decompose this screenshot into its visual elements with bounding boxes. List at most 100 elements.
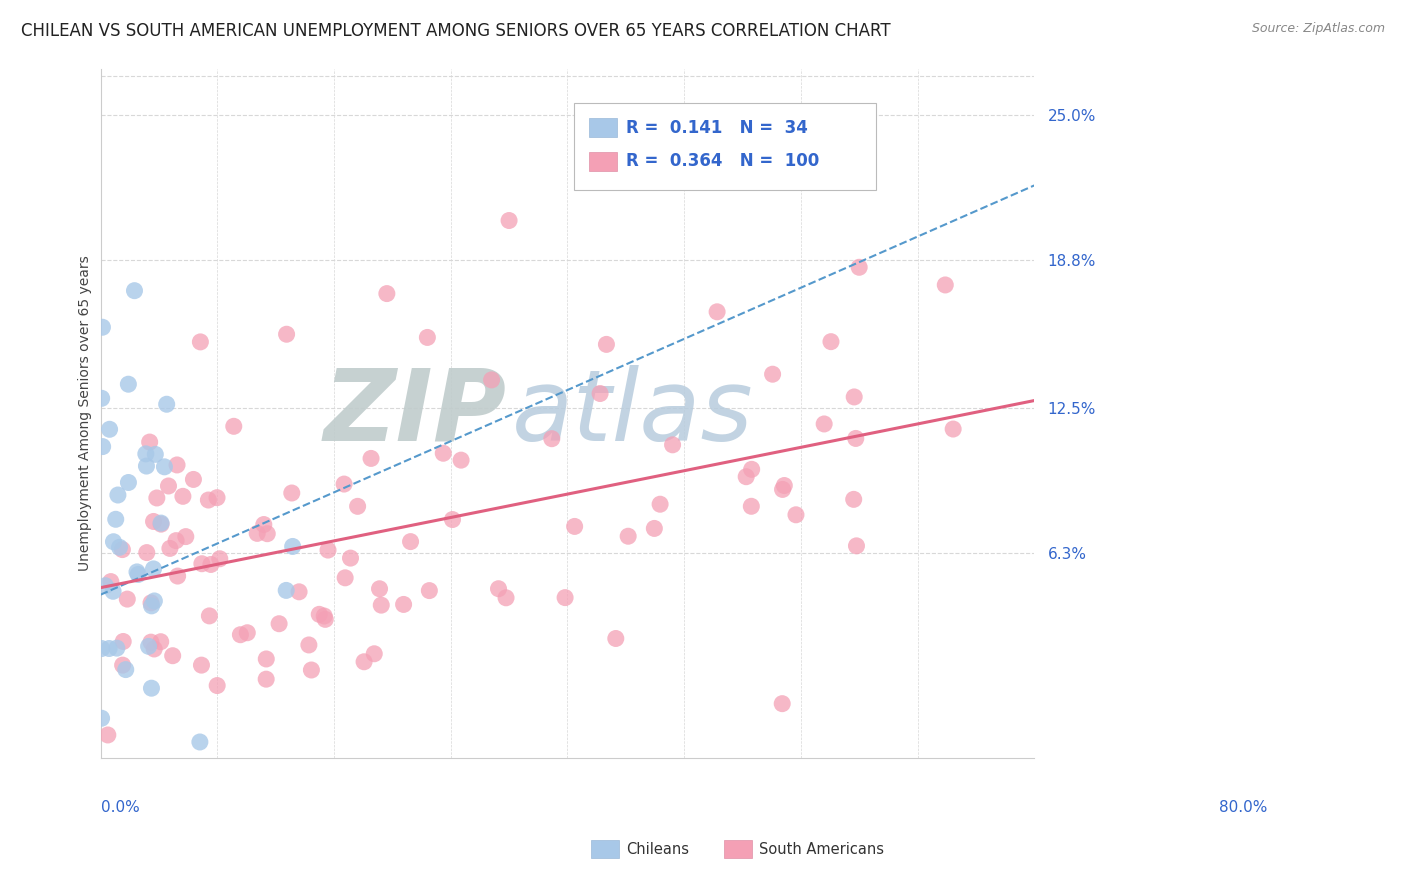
Point <box>107 488 129 502</box>
Point <box>488 582 510 596</box>
Point <box>142 562 165 576</box>
Point <box>399 534 422 549</box>
Point <box>111 658 134 673</box>
Point <box>333 571 356 585</box>
Point <box>298 638 321 652</box>
Point <box>339 551 361 566</box>
Point <box>105 641 128 656</box>
Point <box>127 567 149 582</box>
Point <box>253 517 276 532</box>
Point <box>314 609 336 624</box>
Point <box>117 592 139 607</box>
Point <box>333 477 356 491</box>
Point <box>934 277 956 292</box>
Point <box>138 435 160 450</box>
Point <box>94 579 117 593</box>
Point <box>135 458 157 473</box>
Point <box>166 569 188 583</box>
Point <box>845 539 868 553</box>
Point <box>360 451 382 466</box>
Point <box>648 497 671 511</box>
Point <box>416 330 439 344</box>
Point <box>554 591 576 605</box>
Text: R =  0.141   N =  34: R = 0.141 N = 34 <box>626 119 807 136</box>
Point <box>432 446 454 460</box>
Point <box>256 526 278 541</box>
Point <box>813 417 835 431</box>
Point <box>848 260 870 275</box>
Point <box>108 541 131 555</box>
Point <box>540 432 562 446</box>
Point <box>198 608 221 623</box>
Point <box>661 438 683 452</box>
Point <box>281 540 304 554</box>
Point <box>229 628 252 642</box>
Point <box>773 478 796 492</box>
Text: 80.0%: 80.0% <box>1219 800 1268 814</box>
Point <box>368 582 391 596</box>
Point <box>314 612 336 626</box>
Point <box>845 432 868 446</box>
Point <box>143 447 166 461</box>
Point <box>706 305 728 319</box>
Point <box>842 492 865 507</box>
Point <box>141 599 163 613</box>
Text: Chileans: Chileans <box>626 842 689 856</box>
Point <box>605 632 627 646</box>
Point <box>150 517 173 532</box>
Point <box>188 735 211 749</box>
Point <box>114 663 136 677</box>
Point <box>772 483 794 497</box>
Point <box>269 616 291 631</box>
Point <box>97 728 120 742</box>
Point <box>90 641 112 656</box>
Point <box>174 530 197 544</box>
Point <box>135 447 157 461</box>
Point <box>741 462 763 476</box>
Point <box>143 594 166 608</box>
Point <box>139 596 162 610</box>
Point <box>153 459 176 474</box>
Point <box>595 337 617 351</box>
Point <box>90 392 112 406</box>
Point <box>200 558 222 572</box>
Point <box>162 648 184 663</box>
Point <box>117 377 139 392</box>
Point <box>125 565 148 579</box>
Point <box>308 607 330 622</box>
Point <box>191 557 214 571</box>
Point <box>101 584 124 599</box>
Point <box>942 422 965 436</box>
Point <box>104 512 127 526</box>
Point <box>346 500 368 514</box>
Point <box>112 634 135 648</box>
Point <box>441 512 464 526</box>
Point <box>617 529 640 543</box>
Point <box>254 672 277 686</box>
Point <box>149 634 172 648</box>
Point <box>139 635 162 649</box>
Point <box>375 286 398 301</box>
Point <box>111 542 134 557</box>
Point <box>205 679 228 693</box>
Point <box>197 493 219 508</box>
Point <box>844 390 866 404</box>
Point <box>495 591 517 605</box>
Point <box>190 658 212 673</box>
Point <box>143 642 166 657</box>
Point <box>418 583 440 598</box>
Point <box>740 500 762 514</box>
Point <box>146 491 169 505</box>
Point <box>117 475 139 490</box>
Point <box>589 386 612 401</box>
Point <box>299 663 322 677</box>
Point <box>761 368 783 382</box>
Point <box>172 489 194 503</box>
Point <box>138 640 160 654</box>
Point <box>91 320 114 334</box>
Point <box>142 515 165 529</box>
Point <box>103 534 125 549</box>
Point <box>135 546 157 560</box>
Point <box>222 419 245 434</box>
Point <box>236 625 259 640</box>
